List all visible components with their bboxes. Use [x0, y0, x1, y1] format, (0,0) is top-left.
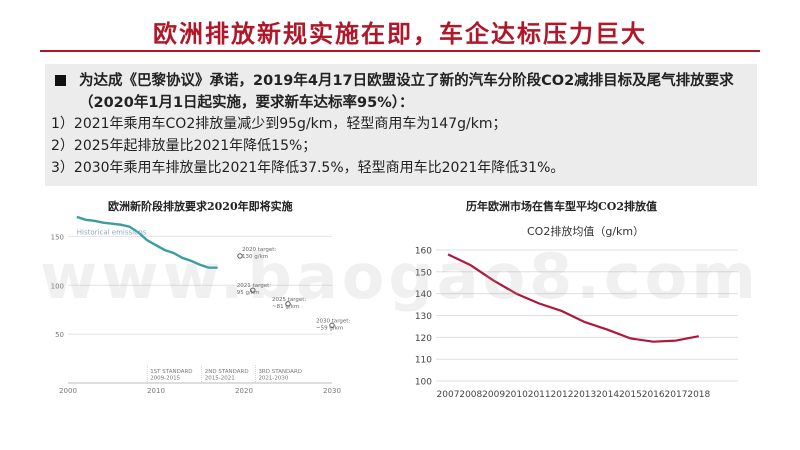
y-tick-label: 50	[55, 331, 64, 339]
target-label: 2025 target: ~81 g/km	[272, 297, 306, 310]
standard-name: 1ST STANDARD	[150, 369, 192, 375]
target-marker	[329, 322, 335, 329]
slide-title: 欧洲排放新规实施在即，车企达标压力巨大	[153, 19, 647, 48]
standard-period: 2021-2030	[258, 376, 288, 382]
standard-label: 2ND STANDARD 2015-2021	[205, 369, 249, 382]
square-bullet-icon	[55, 75, 66, 86]
standard-name: 3RD STANDARD	[258, 369, 302, 375]
standard-name: 2ND STANDARD	[205, 369, 249, 375]
target-label-line: 2020 target:	[242, 247, 276, 253]
x-tick-label: 2008	[459, 390, 482, 400]
x-tick-label: 2020	[235, 387, 253, 395]
y-tick-label: 150	[415, 268, 432, 278]
target-label-line: 95 g/km	[237, 290, 260, 296]
y-tick-label: 120	[415, 334, 432, 344]
y-tick-label: 160	[415, 247, 432, 257]
x-tick-label: 2011	[528, 390, 551, 400]
right-chart-title: 历年欧洲市场在售车型平均CO2排放值	[466, 200, 657, 213]
target-marker	[285, 301, 291, 307]
standard-period: 2015-2021	[205, 376, 235, 382]
x-tick-label: 2017	[665, 390, 688, 400]
target-label-line: ~59 g/km	[316, 325, 343, 331]
x-tick-label: 2016	[642, 390, 665, 400]
x-tick-label: 2014	[596, 390, 619, 400]
target-label-line: 2025 target:	[272, 297, 306, 303]
target-label-line: 2021 target:	[237, 283, 271, 289]
x-tick-label: 2010	[505, 390, 528, 400]
right-chart-subtitle: CO2排放均值（g/km）	[527, 225, 645, 238]
x-tick-label: 2013	[573, 390, 596, 400]
target-marker	[237, 253, 243, 259]
x-tick-label: 2007	[437, 390, 460, 400]
target-label: 2020 target: 130 g/km	[242, 247, 276, 260]
bullet-text: 为达成《巴黎协议》承诺，2019年4月17日欧盟设立了新的汽车分阶段CO2减排目…	[79, 73, 734, 111]
item-1: 1）2021年乘用车CO2排放量减少到95g/km，轻型商用车为147g/km；	[51, 116, 507, 132]
target-label-line: ~81 g/km	[272, 304, 299, 310]
y-tick-label: 100	[415, 378, 432, 388]
x-tick-label: 2012	[551, 390, 574, 400]
standard-label: 3RD STANDARD 2021-2030	[258, 369, 302, 382]
standard-label: 1ST STANDARD 2009-2015	[150, 369, 192, 382]
y-tick-label: 100	[51, 282, 64, 290]
bullet-paragraph: 为达成《巴黎协议》承诺，2019年4月17日欧盟设立了新的汽车分阶段CO2减排目…	[55, 70, 745, 114]
x-tick-label: 2000	[59, 387, 77, 395]
target-label: 2021 target: 95 g/km	[237, 283, 271, 296]
series-line-historical	[76, 215, 218, 269]
left-chart-title: 欧洲新阶段排放要求2020年即将实施	[108, 200, 293, 213]
summary-textbox: 为达成《巴黎协议》承诺，2019年4月17日欧盟设立了新的汽车分阶段CO2减排目…	[45, 64, 757, 186]
title-divider	[40, 50, 760, 52]
series-line-co2	[447, 253, 700, 343]
y-tick-label: 130	[415, 312, 432, 322]
item-2: 2）2025年起排放量比2021年降低15%；	[51, 138, 317, 154]
target-marker	[250, 287, 256, 293]
x-tick-label: 2015	[619, 390, 642, 400]
y-tick-label: 150	[51, 233, 64, 241]
series-label: Historical emissions	[77, 228, 147, 236]
x-tick-label: 2009	[482, 390, 505, 400]
x-tick-label: 2018	[687, 390, 710, 400]
item-3: 3）2030年乘用车排放量比2021年降低37.5%，轻型商用车比2021年降低…	[51, 160, 565, 176]
y-tick-label: 110	[415, 356, 432, 366]
target-label: 2030 target: ~59 g/km	[316, 318, 350, 331]
y-tick-label: 140	[415, 290, 432, 300]
watermark: www.baogao8.com	[40, 240, 760, 313]
x-tick-label: 2030	[323, 387, 341, 395]
x-tick-label: 2010	[147, 387, 165, 395]
target-label-line: 2030 target:	[316, 318, 350, 324]
standard-period: 2009-2015	[150, 376, 180, 382]
target-label-line: 130 g/km	[242, 254, 268, 260]
